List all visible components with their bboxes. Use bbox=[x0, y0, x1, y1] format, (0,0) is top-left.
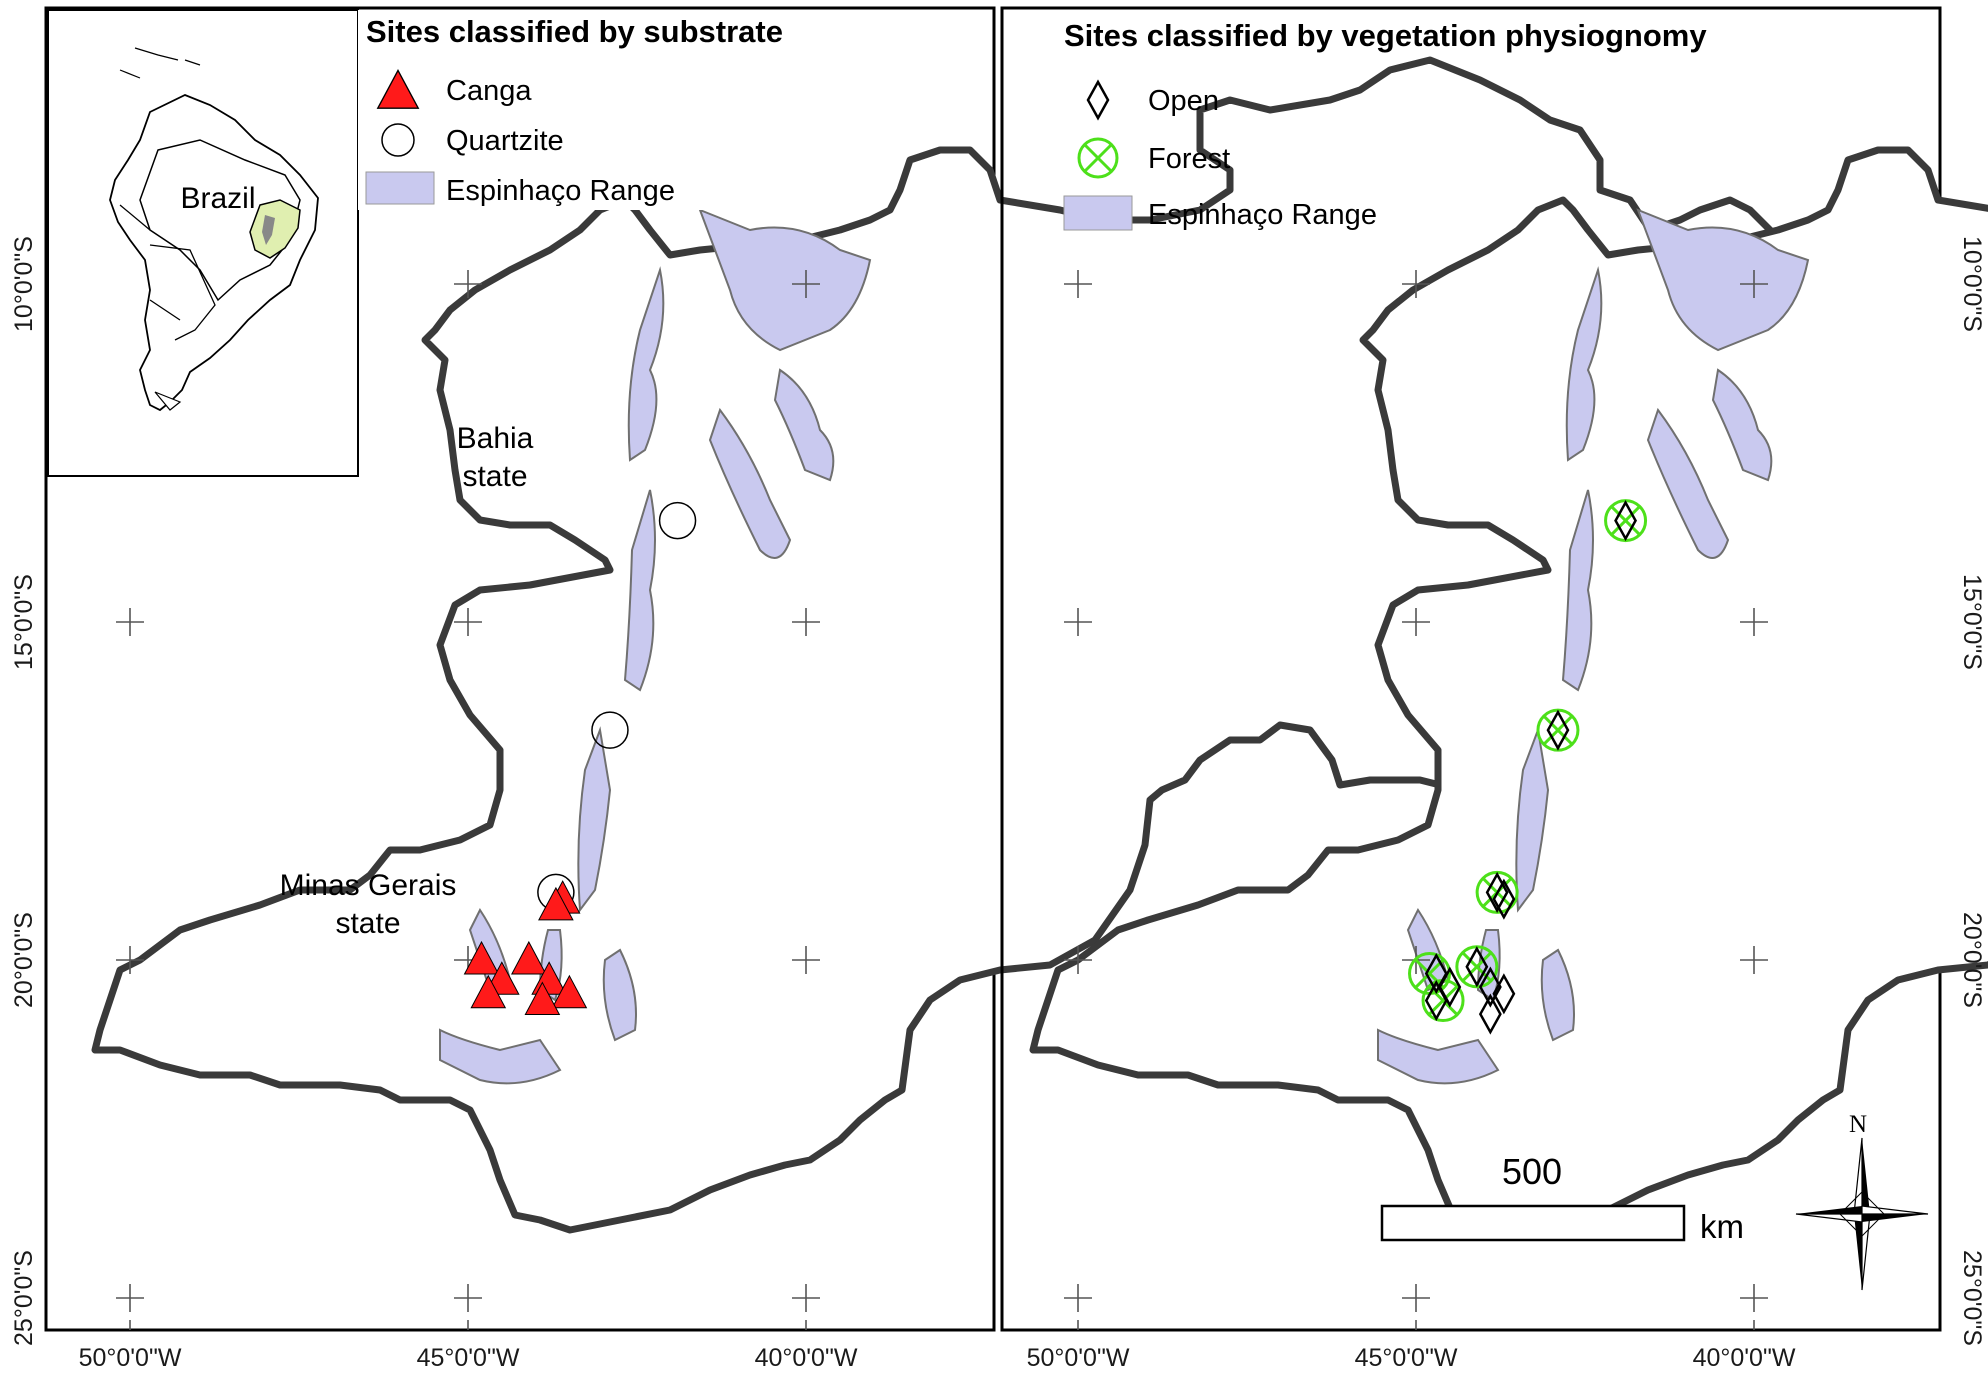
graticule-left bbox=[116, 270, 820, 1330]
south-america-inset: Brazil bbox=[47, 9, 359, 477]
legend-espinhaco-label-left: Espinhaço Range bbox=[446, 175, 675, 207]
canga-site-marker bbox=[463, 940, 500, 975]
scale-bar-unit: km bbox=[1700, 1208, 1744, 1245]
open-site-marker bbox=[1492, 878, 1516, 920]
lat-label-20s-left: 20°0'0"S bbox=[10, 912, 38, 1008]
lat-label-15s-left: 15°0'0"S bbox=[10, 574, 38, 670]
bahia-label-line1: Bahia bbox=[457, 422, 534, 455]
forest-marker-cross bbox=[1461, 951, 1492, 982]
inset-brazil-label: Brazil bbox=[180, 182, 255, 215]
right-panel: Sites classified by vegetation physiogno… bbox=[1000, 6, 1988, 1372]
legend-right-title: Sites classified by vegetation physiogno… bbox=[1064, 18, 1707, 53]
open-site-marker bbox=[1614, 500, 1637, 542]
canga-site-marker bbox=[538, 886, 574, 921]
legend-open-symbol bbox=[1086, 80, 1110, 120]
legend-quartzite-symbol bbox=[381, 123, 415, 157]
lat-axis-right: 10°0'0"S 15°0'0"S 20°0'0"S 25°0'0"S bbox=[1958, 236, 1986, 1346]
forest-marker-cross bbox=[1542, 715, 1574, 746]
minas-gerais-label-line2: state bbox=[335, 907, 400, 940]
legend-right: Sites classified by vegetation physiogno… bbox=[1063, 18, 1707, 231]
open-site-marker bbox=[1438, 966, 1462, 1008]
north-arrow: N bbox=[1795, 1111, 1929, 1291]
study-area-range bbox=[262, 215, 275, 245]
country-borders bbox=[119, 204, 216, 341]
lon-label-45w-left: 45°0'0"W bbox=[417, 1344, 520, 1372]
open-site-marker bbox=[1485, 871, 1509, 913]
scale-bar: 500 km bbox=[1380, 1151, 1744, 1245]
lat-label-25s-left: 25°0'0"S bbox=[10, 1250, 38, 1346]
legend-quartzite-label: Quartzite bbox=[446, 125, 564, 157]
left-panel: Bahia state Minas Gerais state Brazil Si… bbox=[10, 6, 1785, 1372]
scale-bar-rect bbox=[1380, 1204, 1686, 1242]
legend-left-title: Sites classified by substrate bbox=[366, 14, 783, 49]
scale-bar-value: 500 bbox=[1502, 1151, 1562, 1192]
tierra-del-fuego bbox=[154, 391, 182, 411]
legend-left: Sites classified by substrate Canga Quar… bbox=[358, 10, 783, 210]
caribbean-islands bbox=[119, 47, 201, 79]
open-site-marker bbox=[1478, 966, 1502, 1008]
forest-marker-cross bbox=[1610, 505, 1641, 536]
lat-label-10s-right: 10°0'0"S bbox=[1958, 236, 1986, 332]
sites-left bbox=[463, 501, 697, 1016]
legend-open-label: Open bbox=[1148, 85, 1219, 117]
lon-label-40w-right: 40°0'0"W bbox=[1693, 1344, 1796, 1372]
lon-axis-left: 50°0'0"W 45°0'0"W 40°0'0"W bbox=[79, 1344, 858, 1372]
open-site-marker bbox=[1424, 979, 1448, 1022]
forest-marker-cross bbox=[1414, 958, 1445, 989]
canga-site-marker bbox=[511, 940, 547, 975]
forest-marker-cross bbox=[1427, 985, 1459, 1016]
lat-label-20s-right: 20°0'0"S bbox=[1958, 912, 1986, 1008]
open-site-marker bbox=[1546, 709, 1570, 751]
open-site-marker bbox=[1492, 973, 1516, 1015]
open-site-marker bbox=[1424, 952, 1448, 995]
legend-forest-label: Forest bbox=[1148, 143, 1230, 175]
lat-axis-left: 10°0'0"S 15°0'0"S 20°0'0"S 25°0'0"S bbox=[10, 236, 38, 1346]
bahia-label-line2: state bbox=[462, 460, 527, 493]
legend-canga-label: Canga bbox=[446, 75, 532, 107]
open-site-marker bbox=[1465, 946, 1489, 988]
compass-rose-icon bbox=[1795, 1137, 1929, 1291]
lon-label-50w-right: 50°0'0"W bbox=[1027, 1344, 1130, 1372]
legend-forest-symbol bbox=[1077, 137, 1119, 179]
canga-site-marker bbox=[524, 981, 561, 1016]
quartzite-site-marker bbox=[591, 711, 629, 749]
canga-site-marker bbox=[470, 974, 507, 1009]
legend-espinhaco-symbol-left bbox=[365, 171, 435, 205]
sites-right bbox=[1408, 499, 1648, 1035]
study-area-highlight bbox=[249, 199, 301, 259]
south-america-outline bbox=[109, 94, 319, 412]
brazil-outline bbox=[139, 139, 301, 302]
lat-label-10s-left: 10°0'0"S bbox=[10, 236, 38, 332]
lat-label-15s-right: 15°0'0"S bbox=[1958, 574, 1986, 670]
legend-espinhaco-label-right: Espinhaço Range bbox=[1148, 199, 1377, 231]
lon-label-45w-right: 45°0'0"W bbox=[1355, 1344, 1458, 1372]
lon-axis-right: 50°0'0"W 45°0'0"W 40°0'0"W bbox=[1027, 1344, 1796, 1372]
lon-label-40w-left: 40°0'0"W bbox=[755, 1344, 858, 1372]
open-site-marker bbox=[1478, 993, 1502, 1035]
canga-site-marker bbox=[551, 974, 588, 1009]
legend-espinhaco-symbol-right bbox=[1063, 195, 1133, 231]
north-label: N bbox=[1849, 1111, 1867, 1138]
lat-label-25s-right: 25°0'0"S bbox=[1958, 1250, 1986, 1346]
minas-gerais-label-line1: Minas Gerais bbox=[280, 869, 457, 902]
lon-label-50w-left: 50°0'0"W bbox=[79, 1344, 182, 1372]
quartzite-site-marker bbox=[658, 501, 697, 540]
